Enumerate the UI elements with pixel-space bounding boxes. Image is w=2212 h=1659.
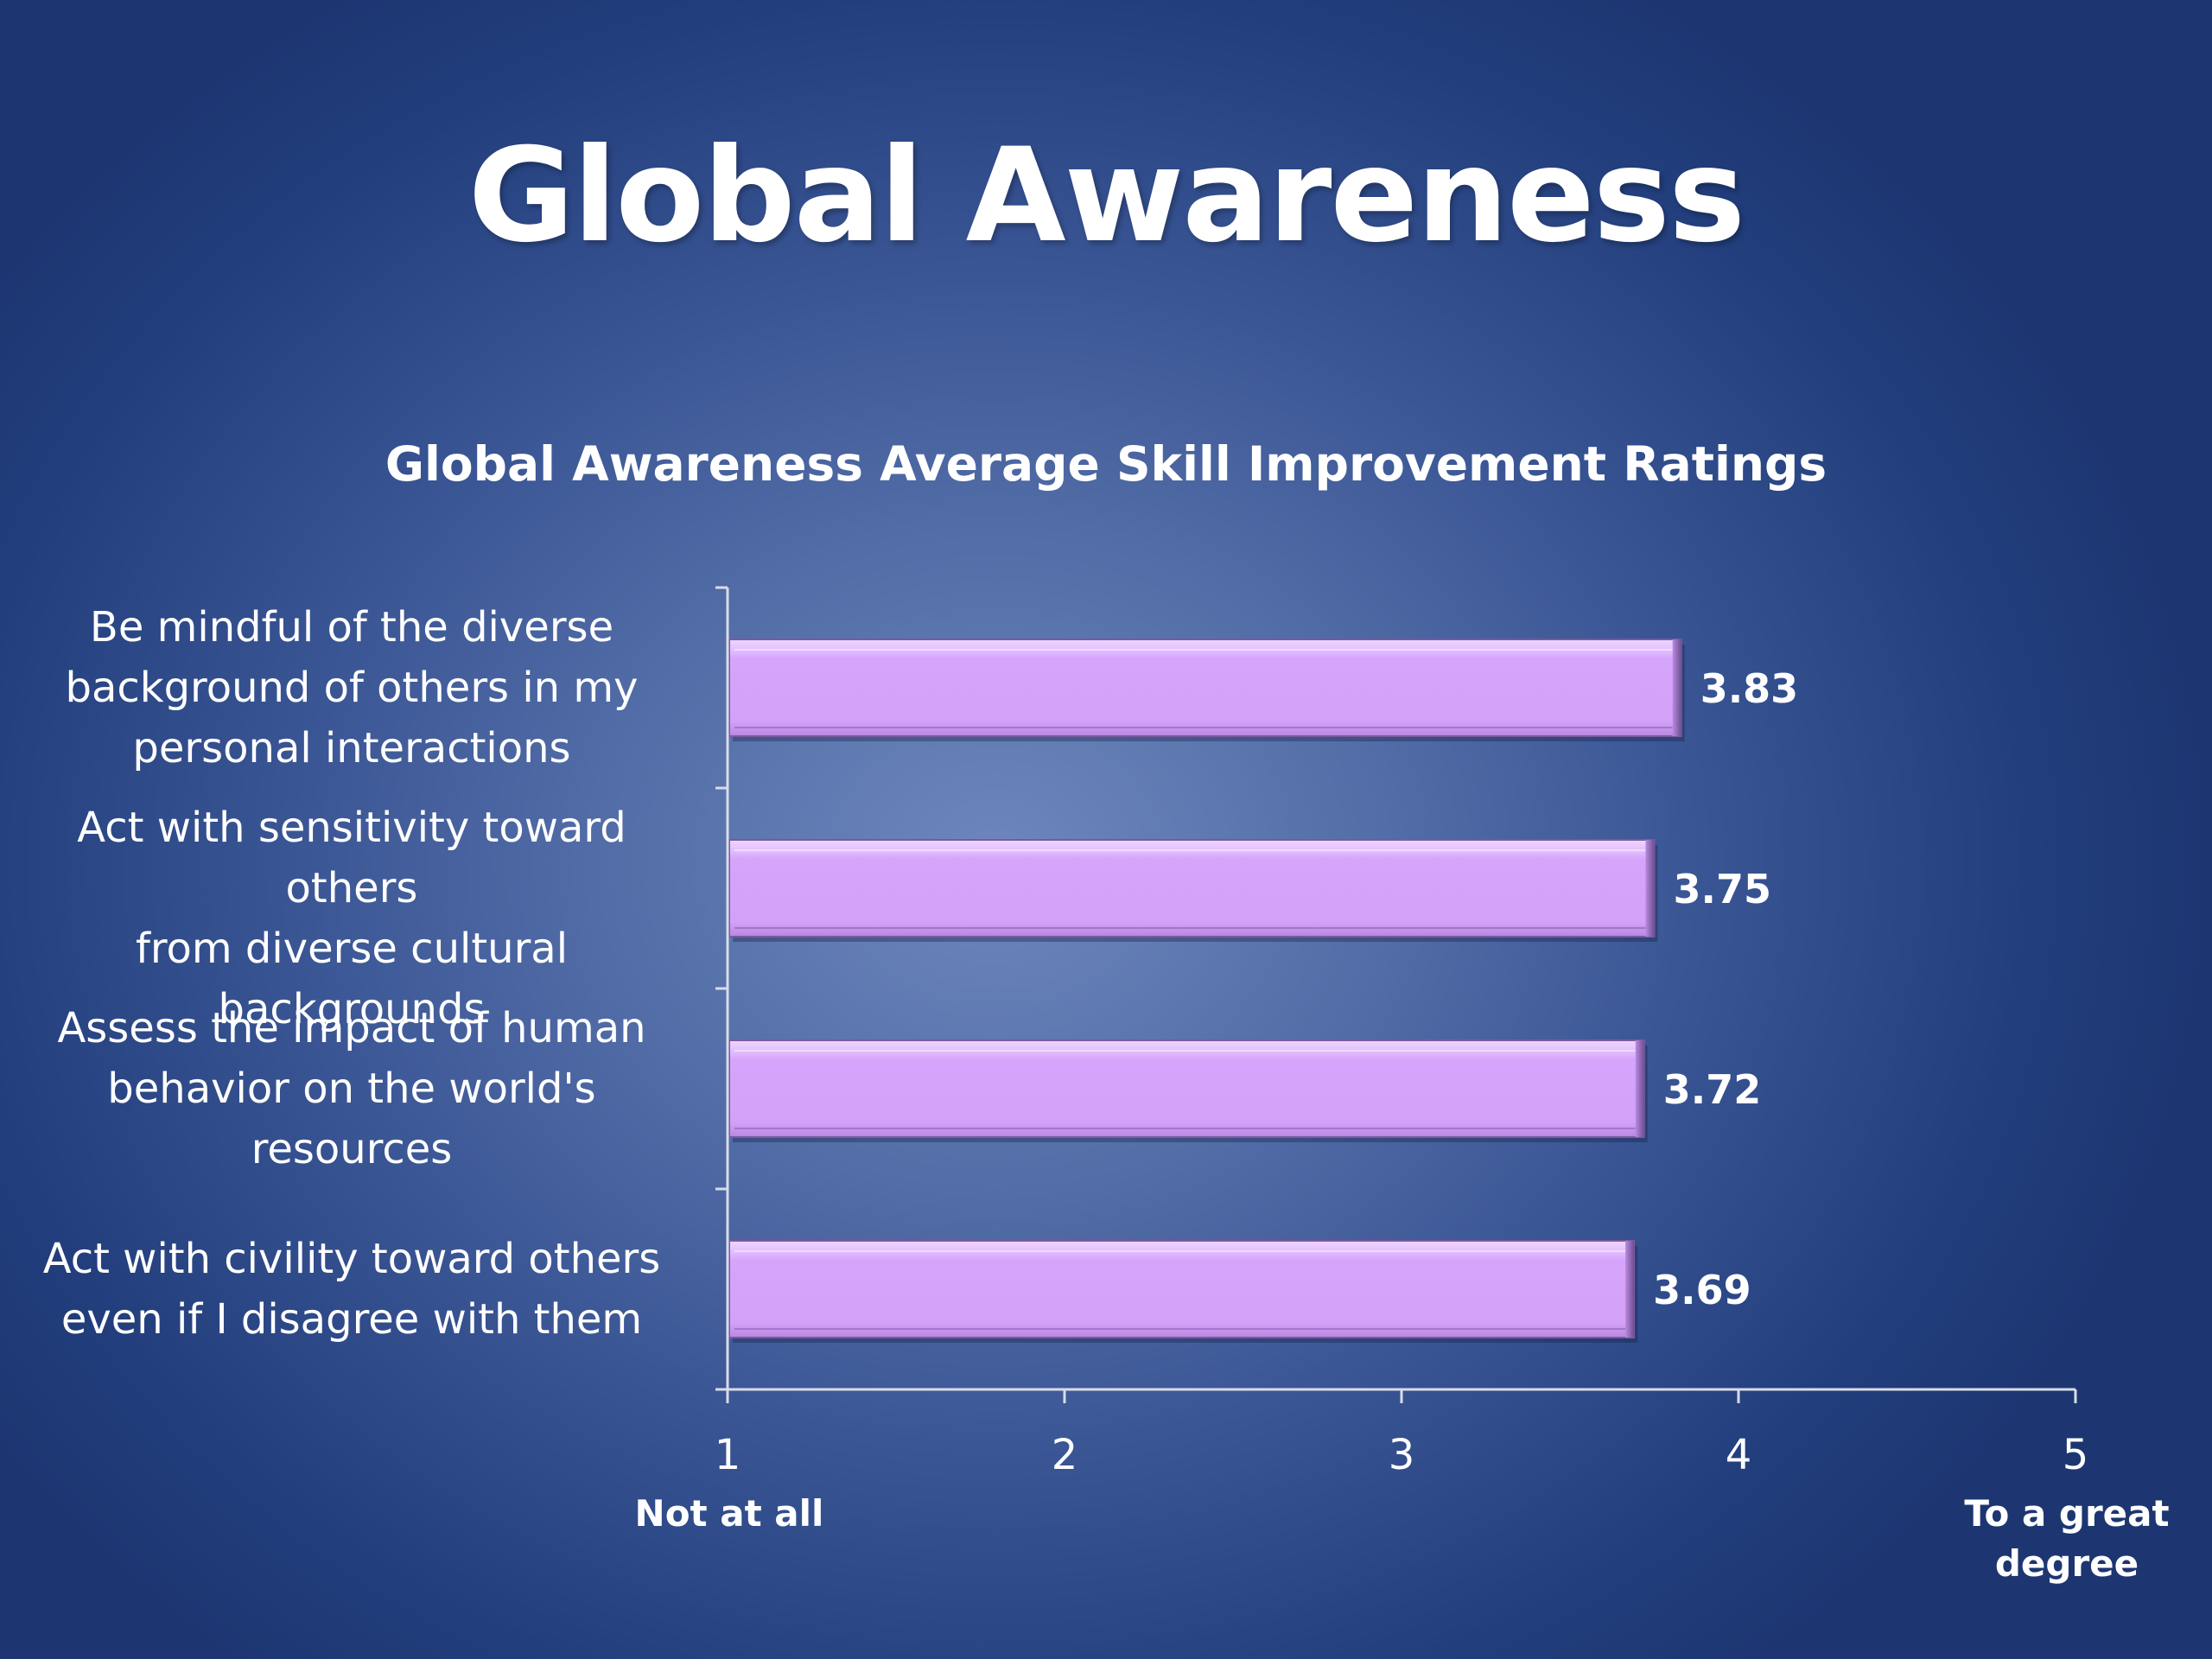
- category-label-line: backgrounds: [218, 985, 486, 1033]
- bar: [728, 1039, 1648, 1142]
- bar-value-label: 3.83: [1700, 665, 1799, 712]
- bars-layer: [728, 639, 1685, 1343]
- labels-layer: 3.83 3.75 3.72 3.69 1 Not at all 2 3 4 5 To a grea…: [635, 665, 2170, 1585]
- x-tick-sublabel: To a great: [1964, 1492, 2169, 1535]
- category-label-line: even if I disagree with them: [60, 1295, 643, 1344]
- category-label: Assess the impact of human behavior on th…: [10, 998, 693, 1179]
- bar-value-label: 3.69: [1653, 1267, 1751, 1313]
- bar-end-cap: [1625, 1241, 1635, 1338]
- bar-value-label: 3.75: [1674, 866, 1772, 912]
- bar-body: [728, 639, 1682, 737]
- category-label-line: behavior on the world's: [107, 1065, 596, 1113]
- x-tick-sublabel: Not at all: [635, 1492, 824, 1535]
- category-label-line: Be mindful of the diverse: [89, 603, 614, 652]
- bar: [728, 839, 1658, 942]
- x-tick-sublabel: degree: [1995, 1542, 2139, 1585]
- category-label: Act with civility toward others even if I…: [10, 1229, 693, 1350]
- bar: [728, 1240, 1638, 1343]
- x-tick-label: 1: [715, 1431, 741, 1479]
- x-tick-label: 3: [1389, 1431, 1415, 1479]
- x-tick-label: 4: [1726, 1431, 1752, 1479]
- slide-title: Global Awareness: [467, 121, 1746, 271]
- category-label: Act with sensitivity toward others from d…: [10, 798, 693, 1039]
- bar-body: [728, 1240, 1636, 1338]
- x-tick-label: 2: [1052, 1431, 1078, 1479]
- bar-value-label: 3.72: [1663, 1066, 1762, 1113]
- bar-body: [728, 1039, 1645, 1138]
- category-label: Be mindful of the diverse background of o…: [10, 597, 693, 779]
- category-label-line: personal interactions: [132, 724, 571, 772]
- bar: [728, 639, 1685, 741]
- category-label-line: background of others in my: [65, 664, 639, 712]
- chart-title: Global Awareness Average Skill Improveme…: [385, 436, 1827, 492]
- category-label-line: resources: [251, 1125, 453, 1173]
- category-label-line: Act with civility toward others: [42, 1235, 661, 1283]
- bar-end-cap: [1645, 840, 1655, 937]
- category-label-line: Assess the impact of human: [57, 1004, 646, 1052]
- category-label-line: from diverse cultural: [135, 925, 569, 973]
- bar-end-cap: [1635, 1040, 1644, 1137]
- x-tick-label: 5: [2063, 1431, 2089, 1479]
- bar-body: [728, 839, 1656, 938]
- category-label-line: Act with sensitivity toward others: [77, 804, 626, 912]
- axis-layer: [715, 586, 2077, 1403]
- bar-end-cap: [1672, 639, 1681, 736]
